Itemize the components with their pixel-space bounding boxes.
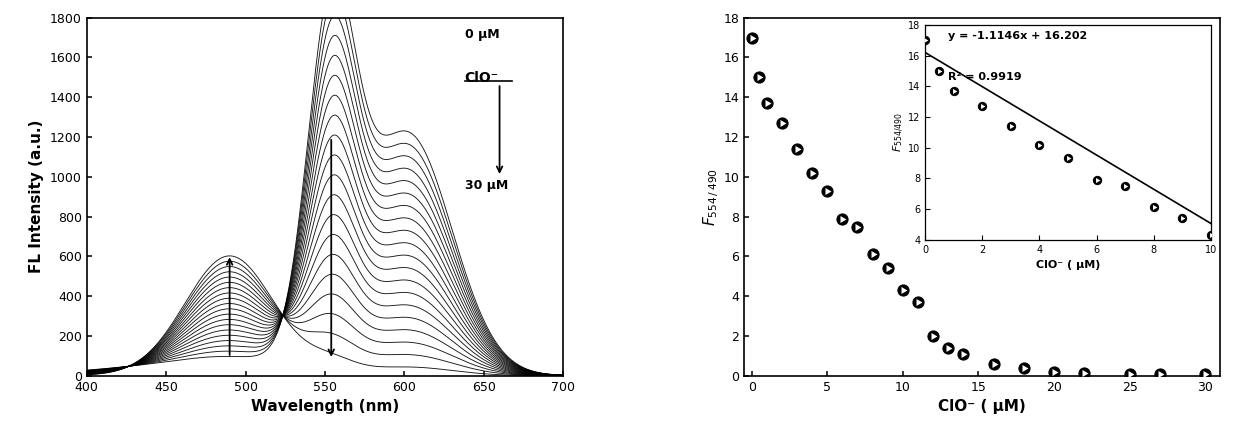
Y-axis label: FL Intensity (a.u.): FL Intensity (a.u.)	[30, 120, 45, 274]
Text: ClO⁻: ClO⁻	[465, 71, 499, 85]
Text: 30 μM: 30 μM	[465, 179, 508, 192]
Text: 0 μM: 0 μM	[465, 27, 499, 41]
X-axis label: ClO⁻ ( μM): ClO⁻ ( μM)	[938, 399, 1026, 414]
Y-axis label: $\mathit{F}_{554\,/\,490}$: $\mathit{F}_{554\,/\,490}$	[700, 168, 721, 226]
X-axis label: Wavelength (nm): Wavelength (nm)	[250, 399, 399, 414]
